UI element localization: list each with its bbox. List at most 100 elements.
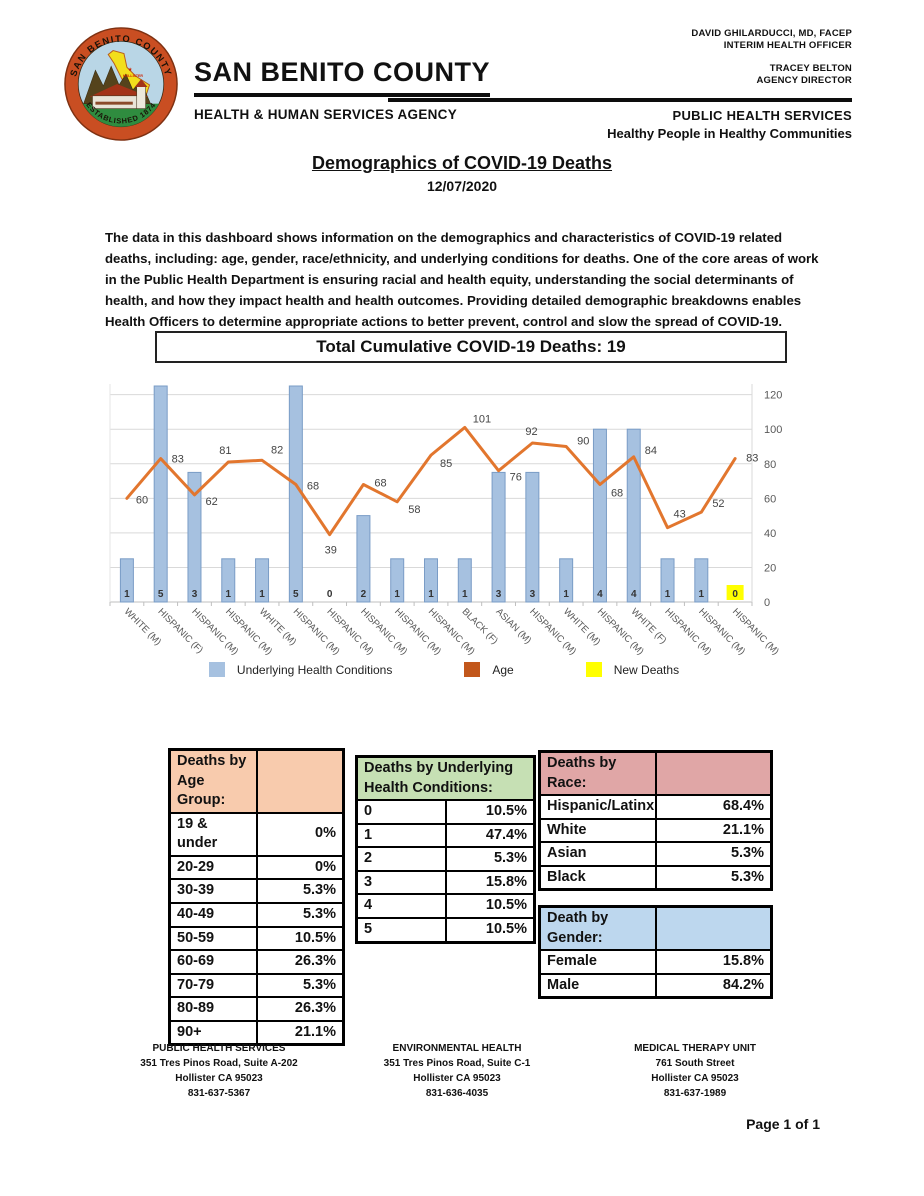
y-axis-tick-label: 0 [764, 597, 770, 609]
y-axis-tick-label: 40 [764, 528, 776, 540]
deaths-by-race-table: Deaths by Race: Hispanic/Latinx 68.4% Whit… [538, 750, 773, 892]
y-axis-tick-label: 120 [764, 390, 782, 402]
row-label: 4 [355, 893, 447, 919]
row-value: 26.3% [255, 949, 345, 975]
bar-value-label: 5 [293, 589, 299, 600]
bar [221, 558, 236, 603]
table-row: Male 84.2% [538, 972, 773, 999]
bar-value-label: 3 [530, 589, 536, 600]
bar-value-label: 1 [124, 589, 130, 600]
row-value: 21.1% [255, 1019, 345, 1046]
office-phone: 831-637-5367 [187, 1088, 251, 1099]
office-name: ENVIRONMENTAL HEALTH [392, 1043, 522, 1054]
legend-underlying-swatch-icon [208, 662, 225, 677]
office-medical-therapy: MEDICAL THERAPY UNIT 761 South Street Ho… [576, 1043, 814, 1101]
row-label: 19 & under [168, 811, 258, 857]
bar-value-label: 3 [496, 589, 502, 600]
official-title: AGENCY DIRECTOR [756, 74, 852, 86]
footer-offices: PUBLIC HEALTH SERVICES 351 Tres Pinos Ro… [100, 1043, 816, 1101]
table-row: 19 & under 0% [168, 811, 345, 857]
seal-star-icon: ★ [128, 67, 133, 73]
bar [356, 515, 371, 603]
row-label: Female [538, 949, 657, 975]
bar [660, 558, 675, 603]
x-axis-labels: WHITE (M)HISPANIC (F)HISPANIC (M)HISPANI… [122, 606, 781, 657]
table-header-row: Death by Gender: [538, 905, 773, 952]
table-header-row: Deaths by Race: [538, 750, 773, 797]
row-label: 70-79 [168, 972, 258, 999]
department-motto: Healthy People in Healthy Communities [607, 126, 852, 141]
row-value: 84.2% [654, 972, 773, 999]
bar-value-label: 1 [225, 589, 231, 600]
y-axis-tick-label: 20 [764, 562, 776, 574]
bar-value-label: 4 [597, 589, 603, 600]
age-value-label: 68 [374, 477, 386, 489]
table-title: Death by Gender: [538, 905, 657, 952]
office-phone: 831-636-4035 [425, 1088, 489, 1099]
table-row: 3 15.8% [355, 869, 536, 896]
age-value-label: 58 [408, 504, 420, 516]
bar [255, 558, 270, 603]
bar-value-label: 0 [732, 589, 738, 600]
table-title-line: Deaths by [177, 753, 247, 769]
row-label: 40-49 [168, 901, 258, 928]
office-name: PUBLIC HEALTH SERVICES [152, 1043, 286, 1054]
age-value-label: 92 [525, 426, 537, 438]
report-date: 12/07/2020 [426, 178, 498, 194]
chart-legend: Underlying Health Conditions Age New Dea… [74, 662, 814, 677]
bar [119, 558, 134, 603]
age-value-label: 68 [307, 480, 319, 492]
row-label: 30-39 [168, 878, 258, 904]
row-value: 26.3% [255, 996, 345, 1022]
chart-container: 0 20 40 60 80 100 120 1 5 3 1 1 5 0 2 1 1 1 3 3 1 4 4 1 1 0 60 83 62… [96, 374, 841, 665]
seal-artwork: ★ HOLLISTER [78, 50, 164, 127]
row-value: 10.5% [444, 799, 536, 825]
bar-value-label: 4 [631, 589, 637, 600]
row-label: 60-69 [168, 949, 258, 975]
row-value: 0% [255, 811, 345, 857]
table-header-spacer [255, 748, 345, 814]
table-row: Female 15.8% [538, 949, 773, 975]
age-value-label: 60 [136, 494, 148, 506]
row-value: 10.5% [255, 925, 345, 952]
legend-item-age: Age [464, 662, 514, 677]
legend-item-new-deaths: New Deaths [585, 662, 679, 677]
covid-deaths-chart: 0 20 40 60 80 100 120 1 5 3 1 1 5 0 2 1 1 1 3 3 1 4 4 1 1 0 60 83 62… [109, 384, 782, 657]
age-value-label: 85 [440, 458, 452, 470]
office-phone: 831-637-1989 [663, 1088, 727, 1099]
table-row: Asian 5.3% [538, 841, 773, 867]
office-name: MEDICAL THERAPY UNIT [634, 1043, 756, 1054]
legend-age-label: Age [492, 662, 514, 677]
bar-value-label: 1 [428, 589, 434, 600]
header: ★ HOLLISTER SAN BENITO COUNTY ESTABLISHE… [62, 25, 491, 143]
bar [559, 558, 574, 603]
office-address-line: 351 Tres Pinos Road, Suite A-202 [140, 1058, 298, 1069]
legend-age-swatch-icon [464, 662, 481, 677]
row-label: Hispanic/Latinx [538, 794, 657, 820]
age-value-label: 39 [325, 545, 337, 557]
age-value-label: 81 [219, 445, 231, 457]
row-value: 21.1% [654, 817, 773, 844]
county-name: SAN BENITO COUNTY [194, 57, 491, 97]
row-label: Male [538, 972, 657, 999]
table-row: 2 5.3% [355, 846, 536, 872]
bar [491, 471, 506, 603]
bar [626, 428, 641, 603]
bar [694, 558, 709, 603]
office-public-health: PUBLIC HEALTH SERVICES 351 Tres Pinos Ro… [100, 1043, 338, 1101]
official-name: DAVID GHILARDUCCI, MD, FACEP [691, 28, 852, 39]
row-value: 5.3% [255, 878, 345, 904]
table-header-spacer [654, 905, 773, 952]
table-row: Black 5.3% [538, 864, 773, 891]
age-value-label: 43 [674, 509, 686, 521]
table-title: Deaths by Race: [538, 750, 657, 797]
row-label: 3 [355, 869, 447, 896]
office-address-line: 351 Tres Pinos Road, Suite C-1 [383, 1058, 531, 1069]
table-row: 40-49 5.3% [168, 901, 345, 928]
table-row: White 21.1% [538, 817, 773, 844]
official-title: INTERIM HEALTH OFFICER [723, 39, 852, 51]
table-title-line: Age Group: [177, 772, 226, 809]
bar-value-label: 1 [394, 589, 400, 600]
table-row: 30-39 5.3% [168, 878, 345, 904]
bar-value-label: 1 [259, 589, 265, 600]
